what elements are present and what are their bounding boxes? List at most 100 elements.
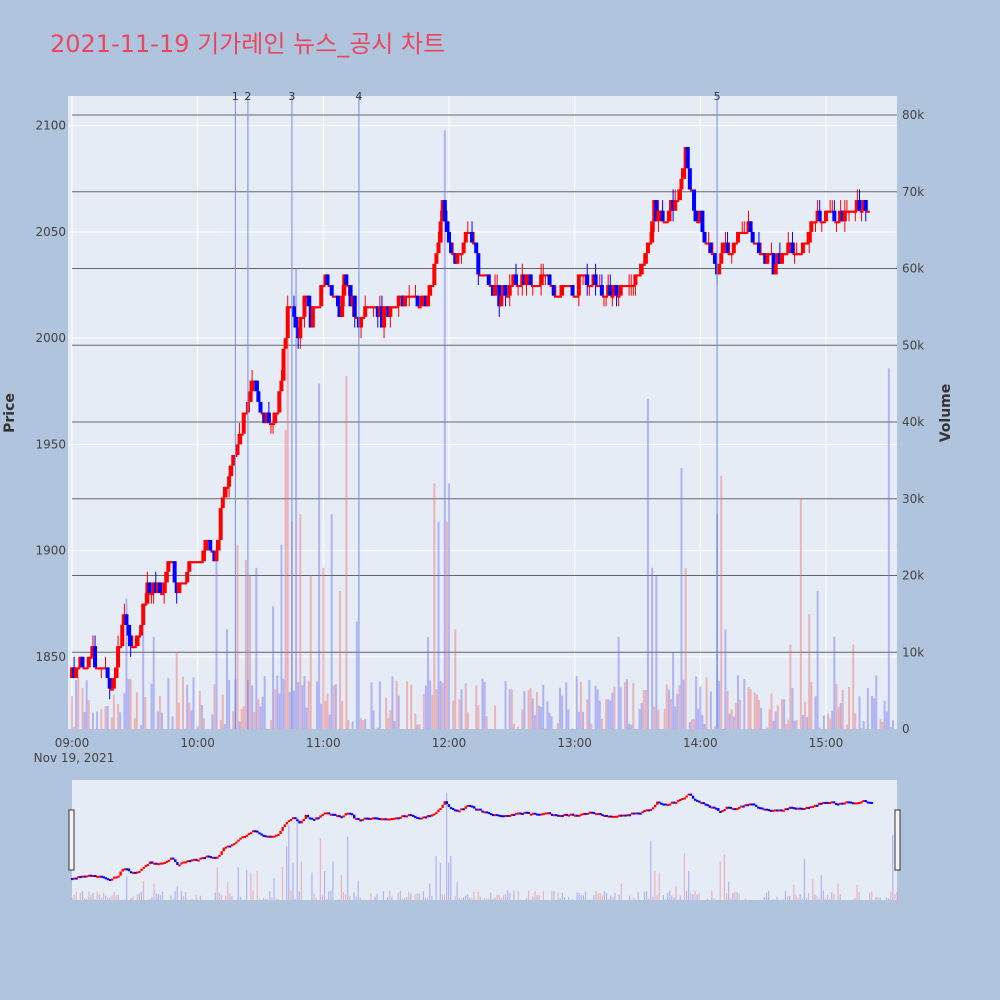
candle-body[interactable] [645, 242, 650, 254]
candle-body[interactable] [170, 561, 175, 564]
candle-body[interactable] [310, 306, 315, 328]
candle-body[interactable] [254, 380, 259, 392]
candle-body[interactable] [285, 306, 290, 339]
candle-body[interactable] [273, 412, 278, 424]
candle-body[interactable] [604, 295, 609, 298]
candle-body[interactable] [591, 274, 596, 286]
candle-body[interactable] [798, 253, 803, 256]
candle-body[interactable] [560, 285, 565, 296]
candle-body[interactable] [773, 263, 778, 275]
candle-body[interactable] [168, 561, 173, 564]
candle-body[interactable] [675, 200, 680, 203]
candle-body[interactable] [442, 200, 447, 222]
candle-body[interactable] [124, 614, 129, 625]
candle-body[interactable] [237, 433, 242, 445]
candle-body[interactable] [147, 582, 152, 594]
candle-body[interactable] [842, 210, 847, 222]
candle-body[interactable] [683, 146, 688, 169]
candle-body[interactable] [700, 210, 705, 232]
candle-body[interactable] [553, 295, 558, 298]
candle-body[interactable] [620, 285, 625, 288]
candle-body[interactable] [118, 646, 123, 649]
candle-body[interactable] [329, 285, 334, 296]
candle-body[interactable] [717, 263, 722, 275]
candle-body[interactable] [503, 285, 508, 296]
candle-body[interactable] [796, 253, 801, 256]
candle-body[interactable] [157, 582, 162, 594]
candle-body[interactable] [457, 253, 462, 256]
candle-body[interactable] [641, 263, 646, 266]
candle-body[interactable] [467, 231, 472, 234]
candle-body[interactable] [153, 582, 158, 594]
candle-body[interactable] [214, 550, 219, 562]
candle-body[interactable] [618, 285, 623, 296]
candle-body[interactable] [145, 582, 150, 604]
candle-body[interactable] [809, 221, 814, 232]
candle-body[interactable] [342, 274, 347, 296]
candle-body[interactable] [608, 285, 613, 296]
candle-body[interactable] [633, 274, 638, 286]
candle-body[interactable] [534, 285, 539, 288]
candle-body[interactable] [306, 295, 311, 307]
candle-body[interactable] [132, 646, 137, 649]
candle-body[interactable] [501, 285, 506, 296]
candle-body[interactable] [321, 285, 326, 288]
candle-body[interactable] [817, 210, 822, 222]
candle-body[interactable] [622, 285, 627, 288]
candle-body[interactable] [86, 656, 91, 668]
candle-body[interactable] [601, 295, 606, 298]
candle-body[interactable] [137, 635, 142, 638]
candle-body[interactable] [379, 306, 384, 328]
slider-handle-right[interactable] [894, 809, 901, 871]
candle-body[interactable] [208, 539, 213, 551]
candle-body[interactable] [578, 274, 583, 277]
candle-body[interactable] [348, 285, 353, 307]
candle-body[interactable] [103, 667, 108, 670]
candle-body[interactable] [505, 295, 510, 298]
candle-body[interactable] [449, 242, 454, 254]
candle-body[interactable] [155, 582, 160, 594]
candle-body[interactable] [566, 285, 571, 288]
candle-body[interactable] [218, 508, 223, 540]
candle-body[interactable] [729, 253, 734, 256]
candle-body[interactable] [459, 253, 464, 256]
candle-body[interactable] [520, 274, 525, 286]
candle-body[interactable] [637, 274, 642, 277]
candle-body[interactable] [826, 210, 831, 213]
candle-body[interactable] [183, 582, 188, 585]
candle-body[interactable] [256, 391, 261, 402]
candle-body[interactable] [359, 316, 364, 328]
candle-body[interactable] [725, 242, 730, 254]
candle-body[interactable] [587, 285, 592, 288]
candle-body[interactable] [287, 306, 292, 309]
candle-body[interactable] [222, 486, 227, 498]
candle-body[interactable] [181, 582, 186, 585]
candle-body[interactable] [511, 274, 516, 286]
candle-body[interactable] [331, 295, 336, 298]
candle-body[interactable] [315, 306, 320, 309]
candle-body[interactable] [294, 316, 299, 328]
candle-body[interactable] [576, 274, 581, 296]
candle-body[interactable] [350, 295, 355, 307]
candle-body[interactable] [162, 582, 167, 594]
candle-body[interactable] [551, 285, 556, 296]
candle-body[interactable] [767, 253, 772, 256]
candle-body[interactable] [849, 210, 854, 213]
candle-body[interactable] [323, 274, 328, 286]
candle-body[interactable] [461, 242, 466, 254]
candle-body[interactable] [857, 200, 862, 211]
candle-body[interactable] [629, 285, 634, 288]
candle-body[interactable] [377, 306, 382, 317]
candle-body[interactable] [694, 210, 699, 222]
candle-body[interactable] [815, 210, 820, 222]
candle-body[interactable] [128, 635, 133, 647]
candle-body[interactable] [541, 274, 546, 277]
candle-body[interactable] [811, 221, 816, 224]
candle-body[interactable] [738, 231, 743, 234]
candle-body[interactable] [409, 295, 414, 298]
candle-body[interactable] [792, 253, 797, 256]
candle-body[interactable] [394, 306, 399, 309]
candle-body[interactable] [746, 221, 751, 232]
candle-body[interactable] [595, 285, 600, 288]
candle-body[interactable] [438, 221, 443, 243]
